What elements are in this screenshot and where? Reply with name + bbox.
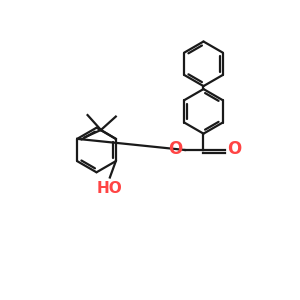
Text: O: O <box>168 140 183 158</box>
Text: O: O <box>227 140 241 158</box>
Text: HO: HO <box>97 181 123 196</box>
